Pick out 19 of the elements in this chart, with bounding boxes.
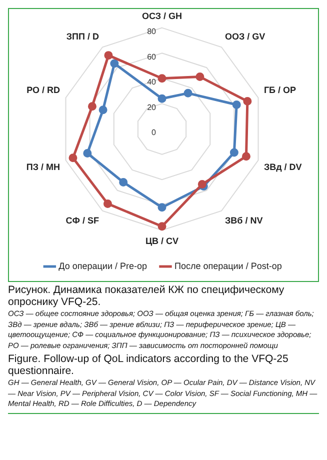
spoke-label: ЗВб / NV <box>225 216 263 226</box>
y-tick-label: 40 <box>147 78 157 87</box>
legend-label: До операции / Pre-op <box>58 260 147 271</box>
y-tick-label: 60 <box>147 52 157 62</box>
legend-label: После операции / Post-op <box>174 260 282 271</box>
spoke-label: ЗВд / DV <box>264 162 302 172</box>
spoke-label: ЦВ / CV <box>145 236 179 246</box>
spoke-label: ГБ / OP <box>264 84 296 95</box>
y-tick-label: 80 <box>147 27 157 36</box>
spoke-label: ПЗ / MH <box>26 162 60 172</box>
text: Рисунок. Динамика показателей КЖ по специфическому опроснику VFQ-25. <box>8 284 286 308</box>
y-tick-label: 20 <box>147 102 157 112</box>
y-tick-label: 0 <box>152 128 157 138</box>
spoke-label: ООЗ / GV <box>225 31 266 42</box>
spoke-label: ОСЗ / GH <box>142 10 182 21</box>
spoke-label: ЗПП / D <box>66 31 100 42</box>
text: Figure. Follow-up of QoL indicators according to the VFQ-25 questionnaire. <box>8 353 290 377</box>
spoke-label: РО / RD <box>26 84 61 95</box>
spoke-label: СФ / SF <box>66 216 100 226</box>
